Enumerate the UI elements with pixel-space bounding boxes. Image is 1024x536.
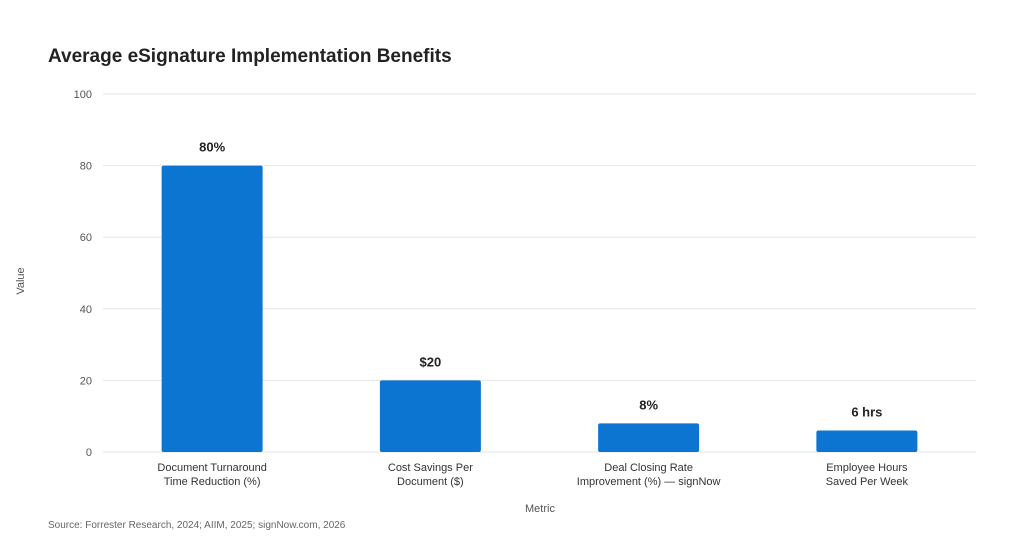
x-tick-label: Improvement (%) — signNow — [577, 476, 721, 488]
source-note: Source: Forrester Research, 2024; AIIM, … — [48, 520, 346, 531]
bar — [598, 423, 700, 452]
bar — [161, 165, 263, 452]
data-label: 80% — [199, 140, 225, 155]
y-tick-label: 0 — [86, 447, 92, 459]
y-axis-ticks: 0 20 40 60 80 100 — [74, 89, 92, 459]
x-tick-label: Time Reduction (%) — [164, 476, 261, 488]
y-axis-label: Value — [15, 267, 27, 294]
bars — [161, 165, 918, 452]
y-tick-label: 60 — [80, 232, 92, 244]
x-tick-label: Document ($) — [397, 476, 464, 488]
bar — [816, 430, 918, 452]
x-tick-label: Employee Hours — [826, 462, 908, 474]
y-tick-label: 100 — [74, 89, 92, 101]
bar — [379, 380, 481, 452]
x-tick-label: Cost Savings Per — [388, 462, 473, 474]
y-tick-label: 40 — [80, 304, 92, 316]
data-label: 8% — [639, 397, 658, 412]
x-tick-label: Saved Per Week — [826, 476, 909, 488]
x-axis-label: Metric — [525, 503, 555, 515]
data-labels: 80% $20 8% 6 hrs — [199, 140, 882, 420]
x-tick-label: Document Turnaround — [157, 462, 266, 474]
chart-title: Average eSignature Implementation Benefi… — [48, 46, 452, 67]
data-label: 6 hrs — [851, 405, 882, 420]
data-label: $20 — [420, 354, 442, 369]
x-axis-categories: Document Turnaround Time Reduction (%) Cos… — [157, 462, 908, 488]
y-tick-label: 80 — [80, 161, 92, 173]
y-tick-label: 20 — [80, 375, 92, 387]
x-tick-label: Deal Closing Rate — [604, 462, 693, 474]
